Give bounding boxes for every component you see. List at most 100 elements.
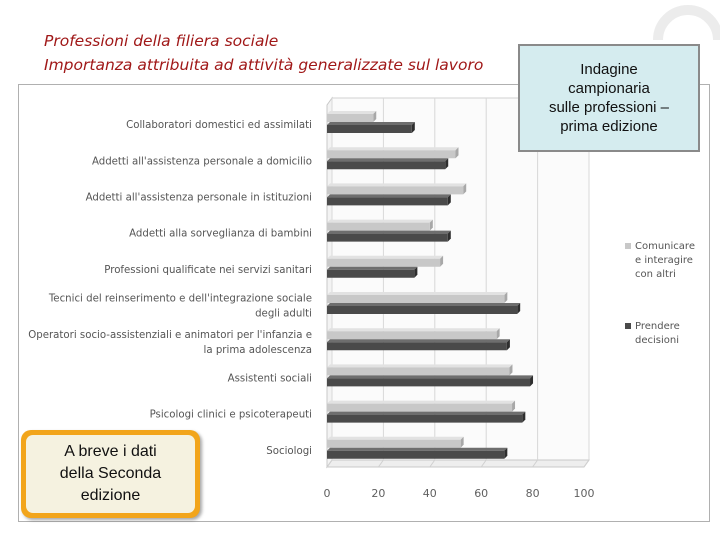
bar-comunicare xyxy=(327,400,516,412)
bar-comunicare-top xyxy=(327,147,459,151)
bar-comunicare-front xyxy=(327,367,510,376)
legend-swatch xyxy=(625,323,631,329)
legend-label: Prendere xyxy=(635,321,680,332)
bar-comunicare-top xyxy=(327,436,464,440)
bar-decisioni-front xyxy=(327,161,446,170)
bar-comunicare-end xyxy=(512,400,516,412)
bar-decisioni xyxy=(327,230,451,242)
bar-comunicare-end xyxy=(504,292,508,303)
category-label: Assistenti sociali xyxy=(228,374,312,385)
bar-comunicare xyxy=(327,255,444,267)
chart-title-line2: Importanza attribuita ad attività genera… xyxy=(44,56,484,74)
bar-comunicare-front xyxy=(327,439,461,448)
x-tick-label: 80 xyxy=(526,487,540,500)
bar-comunicare-top xyxy=(327,183,467,187)
bar-comunicare-front xyxy=(327,258,441,267)
bar-decisioni-front xyxy=(327,125,412,133)
bar-comunicare-end xyxy=(496,328,500,340)
bar-comunicare-end xyxy=(429,219,433,231)
bar-decisioni-end xyxy=(530,375,534,387)
category-label: Addetti alla sorveglianza di bambini xyxy=(129,229,312,240)
bar-decisioni-top xyxy=(327,194,451,198)
bar-comunicare-top xyxy=(327,364,513,368)
bar-comunicare-end xyxy=(373,111,377,122)
category-label: Addetti all'assistenza personale in isti… xyxy=(86,193,312,204)
bar-decisioni xyxy=(327,266,418,278)
legend-label: e interagire xyxy=(635,255,693,266)
category-label: Professioni qualificate nei servizi sani… xyxy=(104,265,312,276)
bar-comunicare xyxy=(327,219,433,231)
bar-decisioni-top xyxy=(327,266,418,270)
bar-decisioni-top xyxy=(327,411,526,415)
bar-decisioni-top xyxy=(327,447,508,451)
bar-decisioni-end xyxy=(447,230,451,242)
gridline-floor-20 xyxy=(377,459,384,468)
bar-comunicare-top xyxy=(327,328,500,332)
plot-floor xyxy=(326,459,590,468)
category-label: Collaboratori domestici ed assimilati xyxy=(126,120,312,131)
category-label: degli adulti xyxy=(255,309,312,320)
bar-comunicare xyxy=(327,364,513,376)
category-label: la prima adolescenza xyxy=(204,345,312,356)
bar-decisioni xyxy=(327,339,510,351)
bar-decisioni-front xyxy=(327,233,448,242)
bar-decisioni xyxy=(327,411,526,423)
bar-comunicare xyxy=(327,111,377,122)
category-label: Tecnici del reinserimento e dell'integra… xyxy=(48,294,312,305)
bar-comunicare-front xyxy=(327,331,497,340)
category-label: Psicologi clinici e psicoterapeuti xyxy=(150,410,312,421)
bar-comunicare-end xyxy=(509,364,513,376)
bar-decisioni-end xyxy=(411,122,415,133)
bar-decisioni xyxy=(327,303,521,314)
bar-comunicare-end xyxy=(463,183,467,195)
bar-decisioni-end xyxy=(517,303,521,314)
gridline-floor-0 xyxy=(326,459,333,468)
bar-decisioni-front xyxy=(327,306,518,314)
bar-decisioni-top xyxy=(327,158,449,162)
bar-decisioni-front xyxy=(327,342,507,351)
bar-comunicare-front xyxy=(327,150,456,159)
bar-decisioni xyxy=(327,194,451,206)
coming-soon-text: A breve i dati della Seconda edizione xyxy=(59,443,162,504)
x-tick-label: 40 xyxy=(423,487,437,500)
bar-comunicare xyxy=(327,147,459,159)
x-tick-label: 0 xyxy=(324,487,331,500)
category-label: Addetti all'assistenza personale a domic… xyxy=(92,156,312,167)
chart-title-line1: Professioni della filiera sociale xyxy=(44,32,279,50)
bar-decisioni xyxy=(327,375,534,387)
legend-label: con altri xyxy=(635,269,676,280)
bar-comunicare-front xyxy=(327,403,513,412)
bar-comunicare-end xyxy=(460,436,464,448)
survey-callout: Indagine campionaria sulle professioni –… xyxy=(518,44,700,152)
decorative-arc xyxy=(653,5,720,40)
legend-swatch xyxy=(625,243,631,249)
bar-comunicare-top xyxy=(327,400,516,404)
bar-decisioni xyxy=(327,122,415,133)
bar-decisioni-top xyxy=(327,375,534,379)
bar-decisioni xyxy=(327,158,449,170)
bar-decisioni xyxy=(327,447,508,459)
bar-decisioni-top xyxy=(327,303,521,306)
category-label: Operatori socio-assistenziali e animator… xyxy=(28,330,312,341)
bar-comunicare xyxy=(327,292,508,303)
bar-decisioni-top xyxy=(327,339,510,343)
bar-chart: 0 20 40 60 80 100 Collaboratori domestici ed a… xyxy=(28,96,695,500)
bar-comunicare xyxy=(327,328,500,340)
category-label: Sociologi xyxy=(266,446,312,457)
gridline-floor-100 xyxy=(583,459,590,468)
bar-comunicare-front xyxy=(327,295,505,303)
gridline-floor-60 xyxy=(480,459,487,468)
coming-soon-box: A breve i dati della Seconda edizione xyxy=(21,430,200,518)
x-tick-label: 100 xyxy=(574,487,595,500)
bar-comunicare-front xyxy=(327,186,464,195)
bar-comunicare-top xyxy=(327,219,433,223)
bar-decisioni-front xyxy=(327,197,448,206)
x-tick-label: 20 xyxy=(371,487,385,500)
bar-comunicare-top xyxy=(327,292,508,295)
gridline-floor-80 xyxy=(532,459,539,468)
bar-decisioni-front xyxy=(327,414,523,423)
bar-comunicare-top xyxy=(327,111,377,114)
bar-comunicare xyxy=(327,436,464,448)
bar-comunicare-top xyxy=(327,255,444,259)
legend-label: decisioni xyxy=(635,335,679,346)
